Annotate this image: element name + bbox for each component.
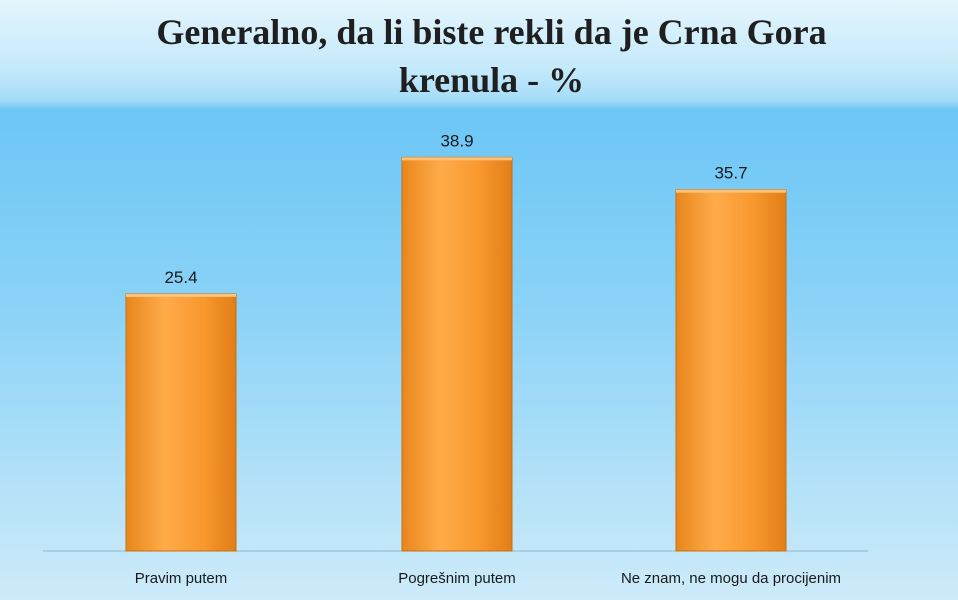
bar-top-highlight-3 xyxy=(676,189,786,193)
data-label-2: 38.9 xyxy=(440,131,473,150)
data-label-1: 25.4 xyxy=(164,268,197,287)
category-label-3: Ne znam, ne mogu da procijenim xyxy=(621,570,841,587)
data-label-3: 35.7 xyxy=(714,164,747,183)
category-label-1: Pravim putem xyxy=(135,570,228,587)
chart-title: Generalno, da li biste rekli da je Crna … xyxy=(0,8,958,104)
bar-2 xyxy=(401,156,513,552)
bar-3 xyxy=(675,189,787,552)
chart-title-line-2: krenula - % xyxy=(398,60,585,100)
chart-title-line-1: Generalno, da li biste rekli da je Crna … xyxy=(156,12,827,52)
category-label-2: Pogrešnim putem xyxy=(398,570,516,587)
bar-1 xyxy=(125,293,237,552)
bar-top-highlight-1 xyxy=(126,293,236,297)
bar-top-highlight-2 xyxy=(402,157,512,161)
